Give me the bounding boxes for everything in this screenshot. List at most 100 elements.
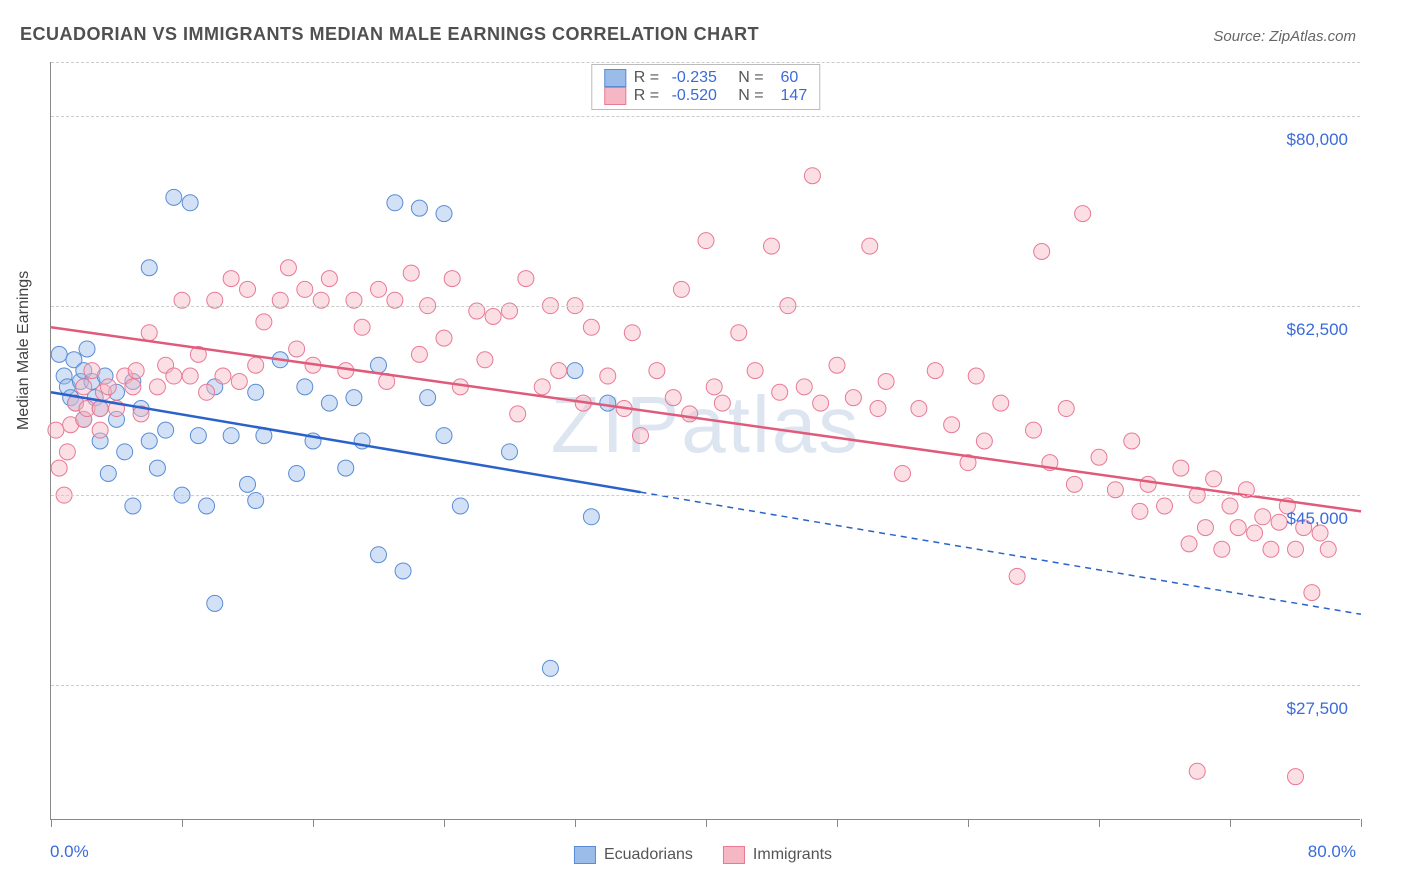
immigrants-point	[128, 363, 144, 379]
ecuadorians-point	[141, 433, 157, 449]
source-value: ZipAtlas.com	[1269, 28, 1356, 45]
immigrants-point	[1157, 498, 1173, 514]
x-tick	[444, 819, 445, 827]
legend-label: Ecuadorians	[604, 846, 693, 864]
immigrants-point	[510, 406, 526, 422]
immigrants-point	[993, 395, 1009, 411]
y-axis-title: Median Male Earnings	[15, 271, 33, 430]
immigrants-point	[1034, 244, 1050, 260]
legend-r-value: -0.235	[672, 69, 717, 87]
immigrants-point	[845, 390, 861, 406]
legend-n-label: N =	[725, 69, 768, 87]
x-tick	[182, 819, 183, 827]
ecuadorians-point	[207, 595, 223, 611]
y-tick-label: $62,500	[1287, 320, 1348, 340]
immigrants-point	[125, 379, 141, 395]
chart-container: ECUADORIAN VS IMMIGRANTS MEDIAN MALE EAR…	[0, 0, 1406, 892]
legend-swatch	[723, 846, 745, 864]
gridline	[51, 62, 1360, 63]
ecuadorians-point	[600, 395, 616, 411]
ecuadorians-point	[395, 563, 411, 579]
immigrants-point	[444, 271, 460, 287]
x-axis-min-label: 0.0%	[50, 842, 89, 862]
ecuadorians-point	[297, 379, 313, 395]
immigrants-point	[92, 422, 108, 438]
immigrants-point	[895, 465, 911, 481]
ecuadorians-point	[436, 206, 452, 222]
immigrants-point	[870, 401, 886, 417]
immigrants-point	[92, 401, 108, 417]
immigrants-point	[436, 330, 452, 346]
immigrants-point	[256, 314, 272, 330]
immigrants-point	[714, 395, 730, 411]
x-tick	[575, 819, 576, 827]
y-tick-label: $27,500	[1287, 699, 1348, 719]
x-axis-max-label: 80.0%	[1308, 842, 1356, 862]
ecuadorians-point	[338, 460, 354, 476]
immigrants-point	[534, 379, 550, 395]
ecuadorians-point	[567, 363, 583, 379]
immigrants-point	[673, 281, 689, 297]
x-tick	[706, 819, 707, 827]
immigrants-point	[968, 368, 984, 384]
immigrants-point	[1181, 536, 1197, 552]
immigrants-point	[289, 341, 305, 357]
immigrants-point	[706, 379, 722, 395]
immigrants-point	[240, 281, 256, 297]
immigrants-point	[1255, 509, 1271, 525]
immigrants-point	[1058, 401, 1074, 417]
immigrants-point	[747, 363, 763, 379]
ecuadorians-point	[141, 260, 157, 276]
x-tick	[837, 819, 838, 827]
x-tick	[1099, 819, 1100, 827]
chart-title: ECUADORIAN VS IMMIGRANTS MEDIAN MALE EAR…	[20, 24, 759, 45]
immigrants-point	[878, 373, 894, 389]
ecuadorians-point	[411, 200, 427, 216]
legend-swatch	[604, 69, 626, 87]
immigrants-point	[1132, 503, 1148, 519]
series-legend: EcuadoriansImmigrants	[574, 846, 832, 864]
immigrants-point	[321, 271, 337, 287]
ecuadorians-point	[420, 390, 436, 406]
immigrants-point	[59, 444, 75, 460]
immigrants-point	[1206, 471, 1222, 487]
ecuadorians-point	[240, 476, 256, 492]
immigrants-point	[1288, 769, 1304, 785]
immigrants-point	[813, 395, 829, 411]
ecuadorians-point	[583, 509, 599, 525]
x-tick	[968, 819, 969, 827]
immigrants-point	[796, 379, 812, 395]
ecuadorians-point	[321, 395, 337, 411]
immigrants-point	[149, 379, 165, 395]
immigrants-point	[583, 319, 599, 335]
immigrants-point	[1091, 449, 1107, 465]
immigrants-point	[633, 428, 649, 444]
ecuadorians-point	[100, 465, 116, 481]
ecuadorians-point	[452, 498, 468, 514]
immigrants-point	[1222, 498, 1238, 514]
ecuadorians-point	[149, 460, 165, 476]
ecuadorians-point	[182, 195, 198, 211]
immigrants-point	[1214, 541, 1230, 557]
ecuadorians-point	[51, 346, 67, 362]
immigrants-point	[166, 368, 182, 384]
immigrants-point	[1124, 433, 1140, 449]
ecuadorians-point	[79, 341, 95, 357]
immigrants-point	[829, 357, 845, 373]
legend-r-label: R =	[634, 87, 664, 105]
ecuadorians-point	[117, 444, 133, 460]
plot-area: ZIPatlas R = -0.235 N = 60R = -0.520 N =…	[50, 62, 1360, 820]
ecuadorians-trendline-extrapolated	[641, 492, 1362, 614]
immigrants-point	[48, 422, 64, 438]
ecuadorians-trendline	[51, 392, 641, 492]
immigrants-point	[731, 325, 747, 341]
y-tick-label: $45,000	[1287, 509, 1348, 529]
series-legend-item: Ecuadorians	[574, 846, 693, 864]
legend-swatch	[604, 87, 626, 105]
legend-n-value: 60	[776, 69, 798, 87]
immigrants-point	[1026, 422, 1042, 438]
source-label: Source:	[1213, 28, 1265, 45]
ecuadorians-point	[502, 444, 518, 460]
immigrants-point	[764, 238, 780, 254]
immigrants-point	[600, 368, 616, 384]
